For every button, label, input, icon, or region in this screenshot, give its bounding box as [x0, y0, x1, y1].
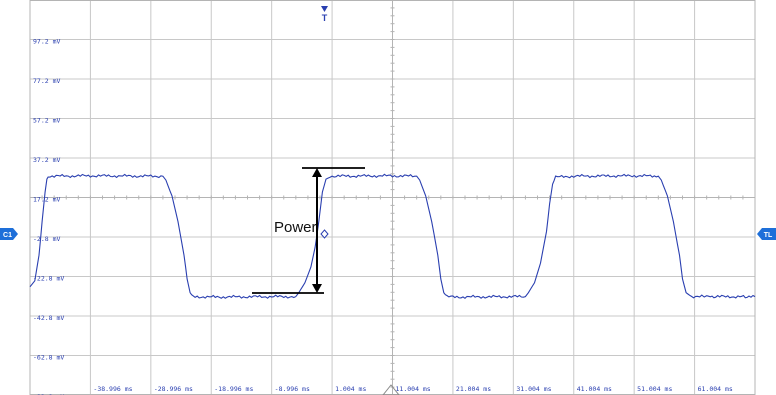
y-axis-labels: 97.2 mV 77.2 mV 57.2 mV 37.2 mV 17.2 mV -2.8 …	[33, 38, 64, 395]
y-tick-label: 37.2 mV	[33, 156, 60, 164]
annotation-label: Power	[274, 219, 317, 236]
x-tick-label: -28.996 ms	[154, 385, 193, 393]
waveform-trace	[29, 173, 756, 300]
horizontal-position-icon[interactable]	[382, 384, 400, 395]
y-tick-label: 77.2 mV	[33, 77, 60, 85]
arrow-up-icon	[312, 168, 322, 177]
x-tick-label: 21.004 ms	[456, 385, 491, 393]
x-tick-label: -8.996 ms	[275, 385, 310, 393]
channel-1-marker[interactable]: C1	[0, 228, 18, 240]
y-tick-label: -22.8 mV	[33, 275, 64, 283]
trigger-label: T	[322, 13, 328, 23]
power-annotation: Power	[252, 167, 365, 294]
x-tick-label: 11.004 ms	[396, 385, 431, 393]
trigger-level-label: TL	[764, 232, 773, 239]
trigger-level-marker[interactable]: TL	[757, 228, 776, 240]
y-tick-label: -2.8 mV	[33, 235, 60, 243]
trigger-arrow-icon	[321, 6, 328, 12]
y-tick-label: -62.8 mV	[33, 354, 64, 362]
channel-marker-tab	[0, 228, 18, 240]
channel-marker-label: C1	[3, 232, 12, 239]
grid	[29, 0, 756, 395]
x-tick-label: 31.004 ms	[516, 385, 551, 393]
x-tick-label: 51.004 ms	[637, 385, 672, 393]
y-tick-label: -42.8 mV	[33, 314, 64, 322]
trigger-position-marker[interactable]: T	[321, 6, 328, 23]
y-tick-label: 97.2 mV	[33, 38, 60, 46]
trigger-level-tab	[757, 228, 776, 240]
y-tick-label: 57.2 mV	[33, 117, 60, 125]
y-tick-label: -82.8 mV	[33, 393, 64, 395]
x-tick-label: -18.996 ms	[214, 385, 253, 393]
x-axis-labels: -38.996 ms -28.996 ms -18.996 ms -8.996 ms 1…	[93, 385, 732, 393]
x-tick-label: 41.004 ms	[577, 385, 612, 393]
channel-1-trace	[29, 173, 756, 300]
x-tick-label: 1.004 ms	[335, 385, 366, 393]
y-tick-label: 17.2 mV	[33, 196, 60, 204]
x-tick-label: -38.996 ms	[93, 385, 132, 393]
arrow-down-icon	[312, 284, 322, 293]
x-tick-label: 61.004 ms	[698, 385, 733, 393]
trigger-point-icon	[320, 229, 329, 239]
